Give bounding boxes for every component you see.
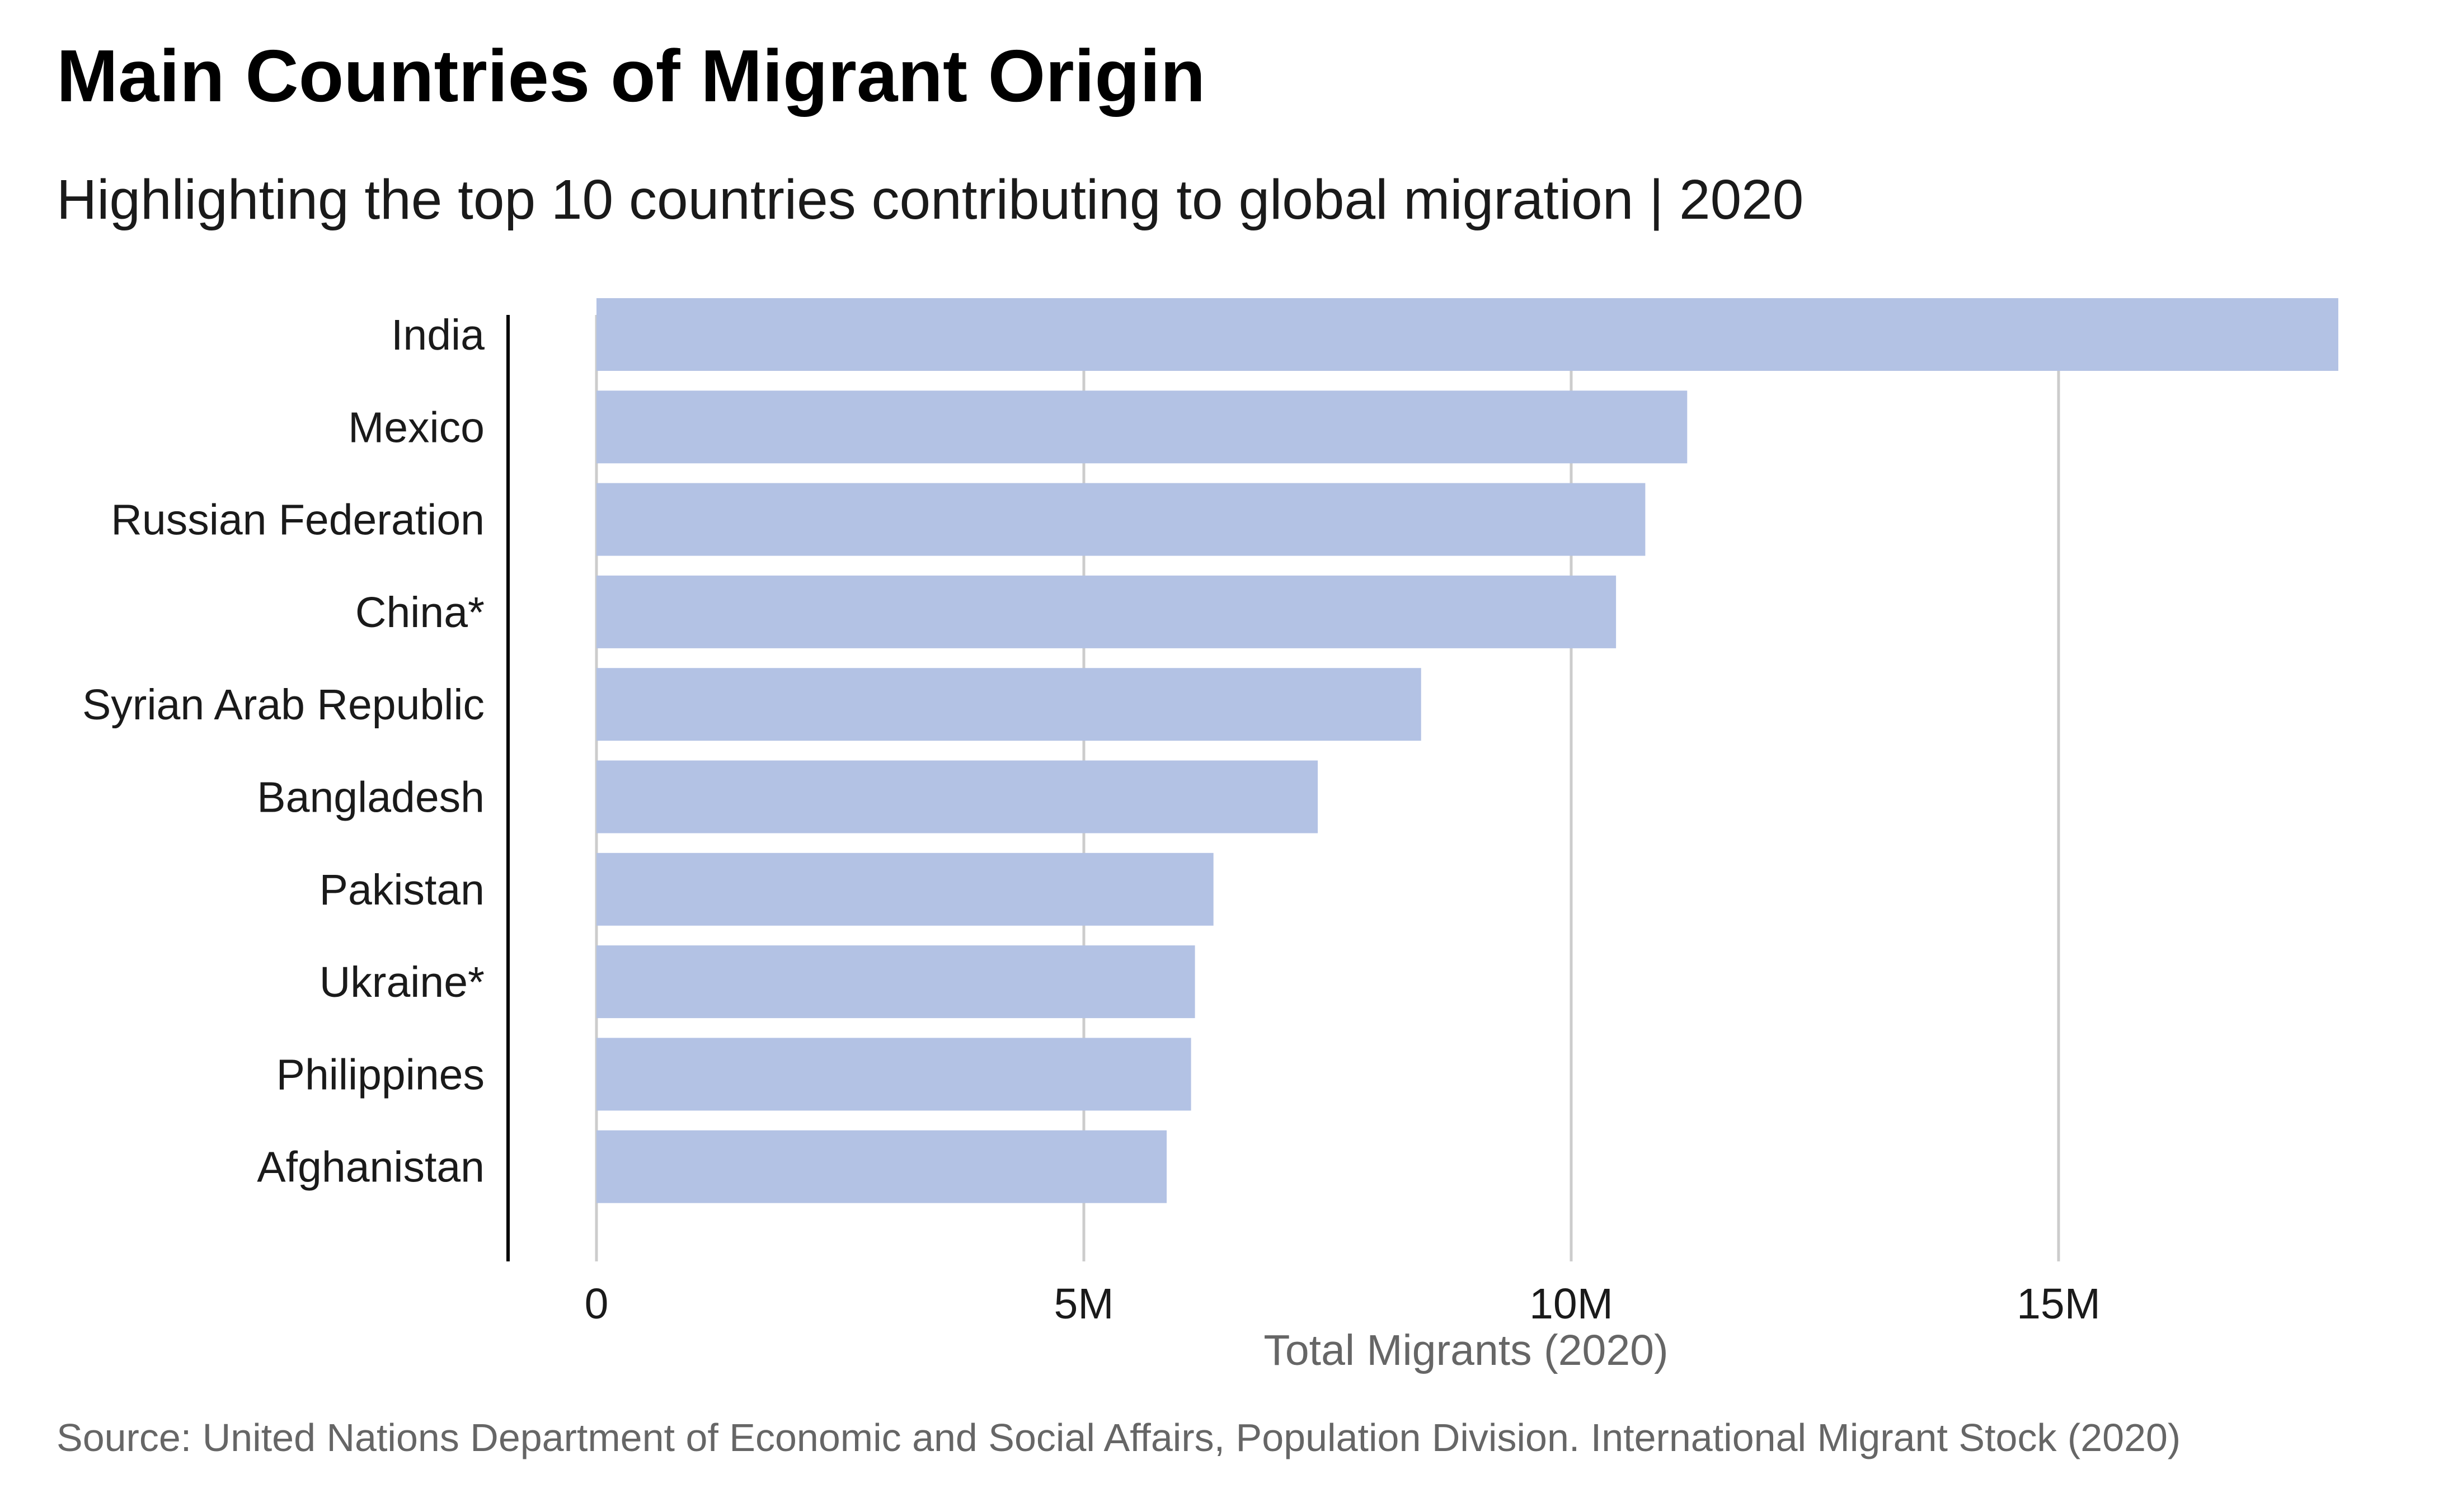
x-tick-label: 15M	[2017, 1280, 2101, 1328]
category-label: Philippines	[276, 1051, 485, 1099]
bar	[596, 298, 2338, 371]
category-labels: India Mexico Russian Federation China* Syria…	[82, 311, 485, 1191]
bar	[596, 575, 1617, 648]
category-label: Syrian Arab Republic	[82, 681, 485, 729]
bar	[596, 1038, 1191, 1111]
bars	[596, 298, 2338, 1203]
x-tick-label: 5M	[1054, 1280, 1114, 1328]
category-label: Pakistan	[319, 866, 485, 914]
bar	[596, 668, 1421, 741]
chart-subtitle: Highlighting the top 10 countries contri…	[57, 168, 1804, 231]
category-label: Ukraine*	[319, 958, 485, 1006]
x-tick-label: 10M	[1529, 1280, 1613, 1328]
category-label: China*	[355, 588, 485, 637]
category-label: Mexico	[348, 403, 485, 451]
source-caption: Source: United Nations Department of Eco…	[57, 1416, 2181, 1459]
x-tick-label: 0	[585, 1280, 609, 1328]
bar	[596, 1130, 1167, 1203]
category-label: India	[391, 311, 485, 359]
bar	[596, 852, 1214, 926]
bar	[596, 760, 1318, 833]
x-axis-title: Total Migrants (2020)	[1263, 1326, 1668, 1374]
category-label: Bangladesh	[257, 774, 485, 822]
chart-title: Main Countries of Migrant Origin	[57, 35, 1206, 117]
category-label: Afghanistan	[257, 1143, 485, 1191]
bar	[596, 483, 1646, 556]
bar	[596, 945, 1195, 1019]
bar	[596, 390, 1688, 464]
category-label: Russian Federation	[111, 496, 485, 544]
x-tick-labels: 0 5M 10M 15M	[585, 1280, 2101, 1328]
